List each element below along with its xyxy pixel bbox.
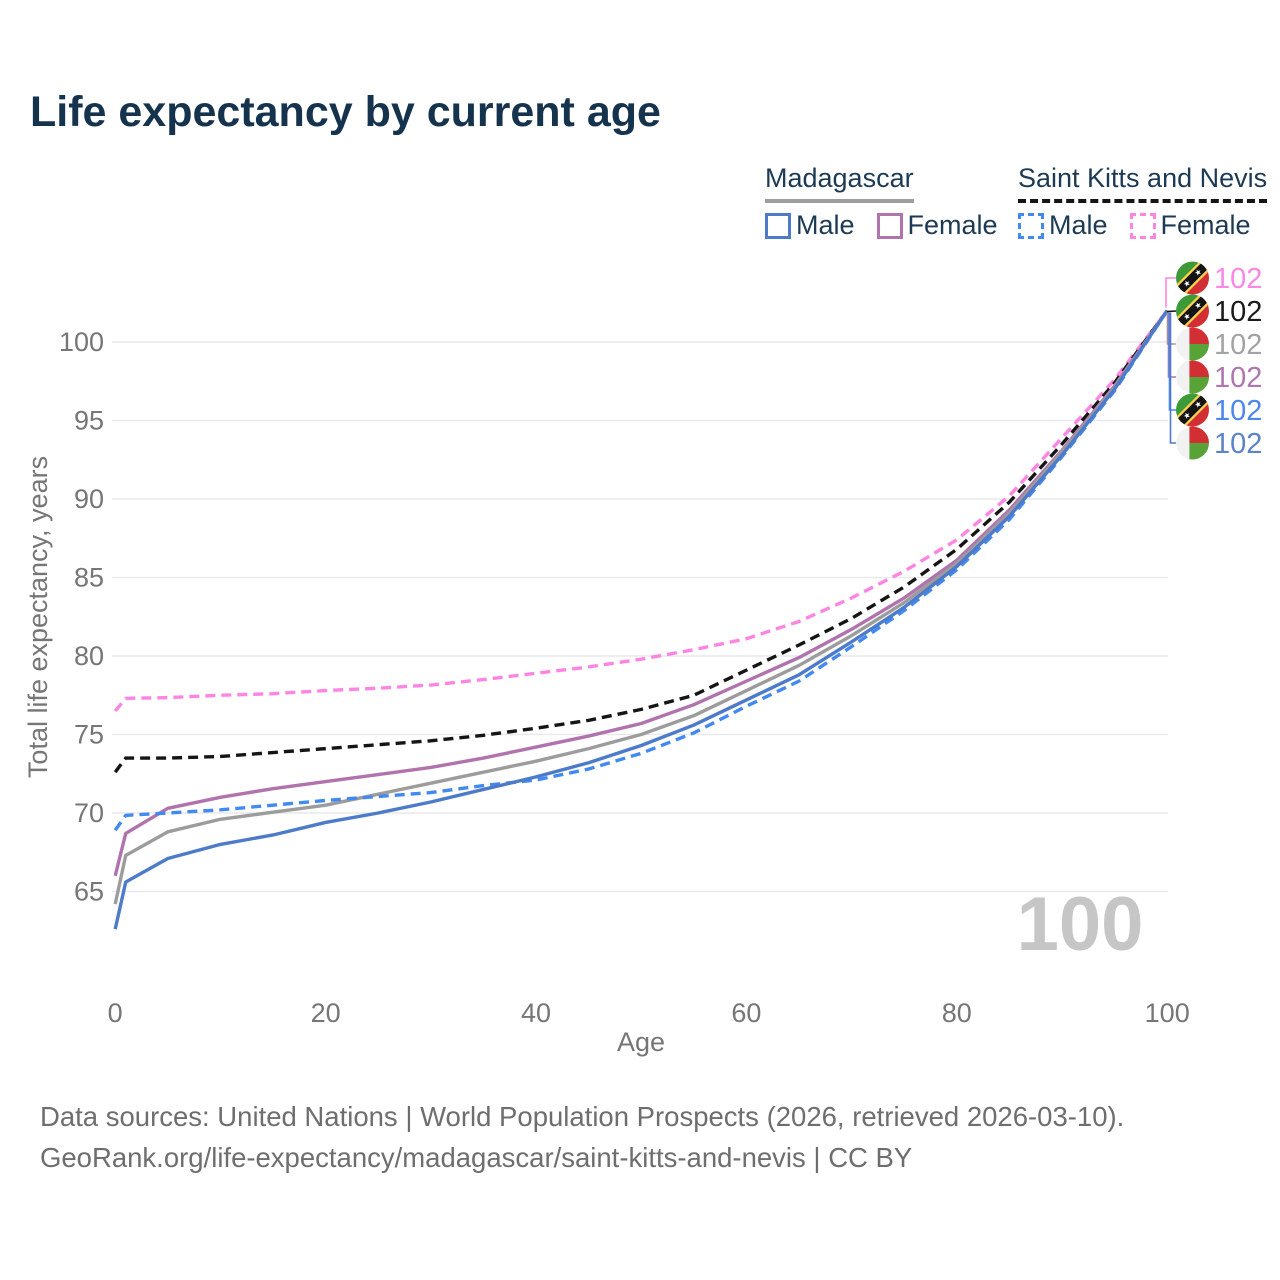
x-tick-label-40: 40: [521, 998, 551, 1028]
end-label-madagascar-female[interactable]: 102: [1167, 312, 1263, 394]
madagascar-female-line-swatch: [876, 212, 903, 239]
y-axis-label: Total life expectancy, years: [23, 456, 53, 778]
madagascar-male-line-swatch: [765, 212, 791, 239]
leader-line: [1165, 277, 1176, 308]
y-tick-label-70: 70: [74, 798, 104, 828]
leader-line: [1167, 312, 1176, 378]
saint-kitts-and-nevis-flag-icon: [1173, 291, 1212, 330]
leader-line: [1166, 310, 1177, 313]
end-label-value: 102: [1214, 263, 1262, 295]
series-line-madagascar-male[interactable]: [113, 309, 1169, 930]
y-tick-label-95: 95: [74, 406, 104, 436]
legend-country-saint-kitts-and-nevis[interactable]: Saint Kitts and Nevis: [1018, 163, 1268, 203]
legend-group-madagascar: Madagascar Male Female: [765, 163, 998, 241]
legend-item-madagascar-male[interactable]: Male: [765, 210, 855, 241]
legend-country-madagascar[interactable]: Madagascar: [765, 163, 914, 203]
x-tick-label-20: 20: [311, 998, 341, 1028]
end-label-value: 102: [1214, 296, 1262, 328]
footer: Data sources: United Nations | World Pop…: [40, 1096, 1124, 1178]
x-tick-label-80: 80: [942, 998, 972, 1028]
saint-kitts-and-nevis-flag-icon: [1173, 258, 1212, 297]
legend-label-male: Male: [796, 210, 855, 240]
y-tick-label-100: 100: [59, 327, 104, 357]
series-line-saint-kitts-and-nevis-female[interactable]: [113, 309, 1169, 713]
saint-kitts-female-line-swatch: [1129, 212, 1156, 239]
end-label-madagascar-both-sexes[interactable]: 102: [1166, 312, 1263, 361]
madagascar-flag-icon: [1176, 361, 1209, 394]
hover-age-watermark: 100: [1017, 882, 1144, 967]
legend-label-female: Female: [907, 210, 998, 240]
y-tick-label-65: 65: [74, 877, 104, 907]
leader-line: [1168, 312, 1176, 411]
legend-item-saint-kitts-female[interactable]: Female: [1129, 210, 1251, 241]
end-label-madagascar-male[interactable]: 102: [1169, 312, 1263, 460]
end-label-value: 102: [1214, 395, 1262, 427]
series-line-madagascar-both-sexes[interactable]: [113, 309, 1169, 905]
legend-group-saint-kitts-and-nevis: Saint Kitts and Nevis Male Female: [1018, 163, 1268, 241]
x-axis-label: Age: [617, 1027, 665, 1057]
series-line-saint-kitts-and-nevis-both-sexes[interactable]: [113, 309, 1169, 774]
madagascar-flag-icon: [1176, 328, 1209, 361]
saint-kitts-male-line-swatch: [1018, 212, 1044, 239]
end-label-value: 102: [1214, 428, 1262, 460]
attribution-link-text[interactable]: GeoRank.org/life-expectancy/madagascar/s…: [40, 1142, 913, 1173]
page-title: Life expectancy by current age: [30, 88, 661, 136]
x-tick-label-60: 60: [731, 998, 761, 1028]
legend-label-male: Male: [1049, 210, 1108, 240]
end-label-saint-kitts-and-nevis-both-sexes[interactable]: 102: [1166, 291, 1262, 330]
series-line-madagascar-female[interactable]: [113, 309, 1169, 877]
legend-item-madagascar-female[interactable]: Female: [876, 210, 998, 241]
y-tick-label-90: 90: [74, 484, 104, 514]
leader-line: [1169, 312, 1176, 444]
madagascar-flag-icon: [1176, 427, 1209, 460]
data-sources-text: Data sources: United Nations | World Pop…: [40, 1101, 1125, 1132]
y-tick-label-75: 75: [74, 720, 104, 750]
end-label-value: 102: [1214, 362, 1262, 394]
end-label-value: 102: [1214, 329, 1262, 361]
leader-line: [1166, 312, 1176, 345]
y-tick-label-80: 80: [74, 641, 104, 671]
saint-kitts-and-nevis-flag-icon: [1173, 390, 1212, 429]
x-tick-label-0: 0: [108, 998, 123, 1028]
legend-items-saint-kitts-and-nevis: Male Female: [1018, 210, 1267, 241]
end-label-saint-kitts-and-nevis-male[interactable]: 102: [1168, 312, 1263, 430]
y-tick-label-85: 85: [74, 563, 104, 593]
legend-item-saint-kitts-male[interactable]: Male: [1018, 210, 1108, 241]
end-label-saint-kitts-and-nevis-female[interactable]: 102: [1165, 258, 1262, 308]
x-tick-label-100: 100: [1145, 998, 1190, 1028]
legend-label-female: Female: [1160, 210, 1251, 240]
legend-items-madagascar: Male Female: [765, 210, 998, 241]
